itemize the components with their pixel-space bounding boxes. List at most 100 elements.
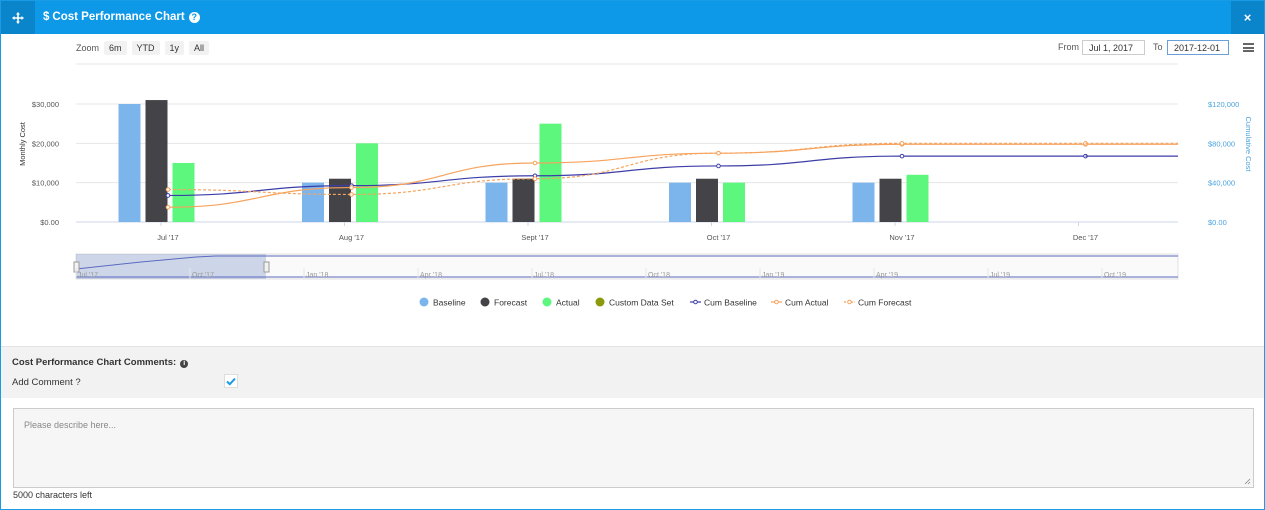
comments-section: Cost Performance Chart Comments: i Add Co… bbox=[1, 346, 1264, 398]
info-circle-icon[interactable]: i bbox=[180, 360, 189, 368]
navigator-label: Jul '19 bbox=[990, 272, 1010, 279]
line-cum-actual-point bbox=[349, 185, 354, 190]
bar-actual bbox=[172, 163, 195, 222]
bar-forecast bbox=[145, 100, 168, 222]
navigator-label: Apr '19 bbox=[876, 272, 898, 279]
hamburger-menu-icon[interactable] bbox=[1243, 43, 1254, 52]
legend-custom-data-set: Custom Data Set bbox=[609, 298, 674, 308]
navigator-label: Oct '17 bbox=[192, 272, 214, 279]
y-tick-label: $20,000 bbox=[32, 139, 59, 148]
bar-actual bbox=[539, 123, 562, 222]
line-cum-actual bbox=[167, 143, 1086, 208]
navigator-track bbox=[75, 253, 1179, 280]
legend-actual-swatch bbox=[542, 297, 552, 307]
bar-baseline bbox=[485, 182, 508, 222]
bar-baseline bbox=[118, 104, 141, 222]
zoom-ytd-button[interactable]: YTD bbox=[131, 41, 160, 55]
navigator-label: Oct '19 bbox=[1104, 272, 1126, 279]
legend-cum-actual: Cum Actual bbox=[785, 298, 829, 308]
bar-forecast bbox=[696, 178, 718, 222]
title-bar: $ Cost Performance Chart? × bbox=[1, 1, 1264, 34]
legend-custom-data-set-swatch bbox=[595, 297, 605, 307]
comment-textarea[interactable]: Please describe here... bbox=[13, 408, 1254, 488]
add-comment-checkbox[interactable] bbox=[224, 374, 238, 388]
to-date-input[interactable]: 2017-12-01 bbox=[1167, 40, 1229, 55]
comment-placeholder: Please describe here... bbox=[24, 420, 117, 430]
line-cum-forecast bbox=[167, 142, 1086, 196]
to-label: To bbox=[1153, 42, 1163, 52]
legend-actual: Actual bbox=[556, 298, 580, 308]
y2-tick-label: $0.00 bbox=[1208, 218, 1227, 227]
y-axis-title: Monthly Cost bbox=[18, 121, 27, 166]
line-cum-baseline-point bbox=[899, 153, 905, 159]
navigator-label: Jan '19 bbox=[762, 272, 784, 279]
bar-forecast bbox=[329, 178, 351, 222]
window-title-wrap: $ Cost Performance Chart? bbox=[43, 11, 200, 23]
zoom-all-button[interactable]: All bbox=[189, 41, 210, 55]
cost-chart: $0.00 $10,000 $20,000 $30,000 $0.00 $40,000 $8… bbox=[18, 63, 1253, 308]
from-label: From bbox=[1058, 42, 1079, 52]
navigator-label: Jan '18 bbox=[306, 272, 328, 279]
x-tick-label: Dec '17 bbox=[1073, 233, 1098, 242]
x-tick-label: Oct '17 bbox=[707, 233, 731, 242]
comments-title-wrap: Cost Performance Chart Comments: i bbox=[12, 357, 189, 368]
y-tick-label: $30,000 bbox=[32, 100, 59, 109]
y2-axis-title: Cumulative Cost bbox=[1244, 116, 1253, 172]
line-cum-baseline-point bbox=[716, 163, 721, 169]
bar-forecast bbox=[879, 178, 902, 222]
legend-baseline: Baseline bbox=[433, 298, 466, 308]
resize-grip-icon[interactable] bbox=[1244, 478, 1251, 485]
bar-actual bbox=[723, 182, 745, 222]
navigator-label: Jul '17 bbox=[78, 272, 98, 279]
zoom-6m-button[interactable]: 6m bbox=[104, 41, 127, 55]
from-date-input[interactable]: Jul 1, 2017 bbox=[1082, 40, 1145, 55]
y2-tick-label: $80,000 bbox=[1208, 139, 1235, 148]
add-comment-label: Add Comment ? bbox=[12, 377, 81, 388]
y-tick-label: $10,000 bbox=[32, 179, 59, 188]
line-cum-forecast-point bbox=[349, 192, 354, 197]
navigator-selection bbox=[76, 254, 266, 279]
legend-forecast: Forecast bbox=[494, 298, 528, 308]
line-cum-baseline-point bbox=[165, 193, 171, 198]
bar-baseline bbox=[852, 182, 875, 222]
y-tick-label: $0.00 bbox=[40, 218, 59, 227]
legend-cum-forecast: Cum Forecast bbox=[858, 298, 912, 308]
y2-tick-label: $40,000 bbox=[1208, 179, 1235, 188]
close-icon[interactable]: × bbox=[1231, 1, 1264, 34]
dollar-icon: $ bbox=[43, 11, 50, 23]
navigator-label: Jul '18 bbox=[534, 272, 554, 279]
line-cum-forecast-point bbox=[532, 176, 538, 182]
x-tick-label: Sept '17 bbox=[521, 233, 548, 242]
bar-actual bbox=[356, 143, 378, 222]
y2-tick-label: $120,000 bbox=[1208, 100, 1239, 109]
navigator-right-handle bbox=[263, 261, 270, 273]
x-tick-label: Jul '17 bbox=[157, 233, 178, 242]
zoom-controls: Zoom 6m YTD 1y All bbox=[76, 41, 210, 55]
x-tick-label: Aug '17 bbox=[339, 233, 364, 242]
bar-baseline bbox=[669, 182, 691, 222]
legend-baseline-swatch bbox=[419, 297, 429, 307]
line-cum-actual-point bbox=[532, 160, 538, 166]
bar-baseline bbox=[302, 182, 324, 222]
zoom-1y-button[interactable]: 1y bbox=[164, 41, 185, 55]
legend-forecast-swatch bbox=[480, 297, 490, 307]
window-title: Cost Performance Chart bbox=[52, 11, 185, 23]
legend-cum-forecast-marker bbox=[847, 299, 852, 305]
navigator-series-line bbox=[75, 255, 1178, 270]
line-cum-actual-point bbox=[165, 204, 171, 210]
line-cum-baseline bbox=[167, 155, 1086, 197]
legend-cum-baseline: Cum Baseline bbox=[704, 298, 757, 308]
x-tick-label: Nov '17 bbox=[889, 233, 914, 242]
move-arrows-icon[interactable] bbox=[1, 1, 35, 34]
question-circle-icon[interactable]: ? bbox=[188, 12, 200, 23]
bar-forecast bbox=[512, 178, 535, 222]
bar-actual bbox=[906, 174, 929, 222]
chart-panel: Zoom 6m YTD 1y All From Jul 1, 2017 To 2… bbox=[1, 34, 1264, 346]
comments-title: Cost Performance Chart Comments: bbox=[12, 357, 177, 368]
legend-cum-baseline-marker bbox=[693, 299, 698, 305]
line-cum-forecast-point bbox=[899, 141, 905, 146]
legend-cum-actual-marker bbox=[774, 299, 779, 305]
zoom-label: Zoom bbox=[76, 43, 100, 53]
checkmark-icon bbox=[226, 377, 236, 386]
